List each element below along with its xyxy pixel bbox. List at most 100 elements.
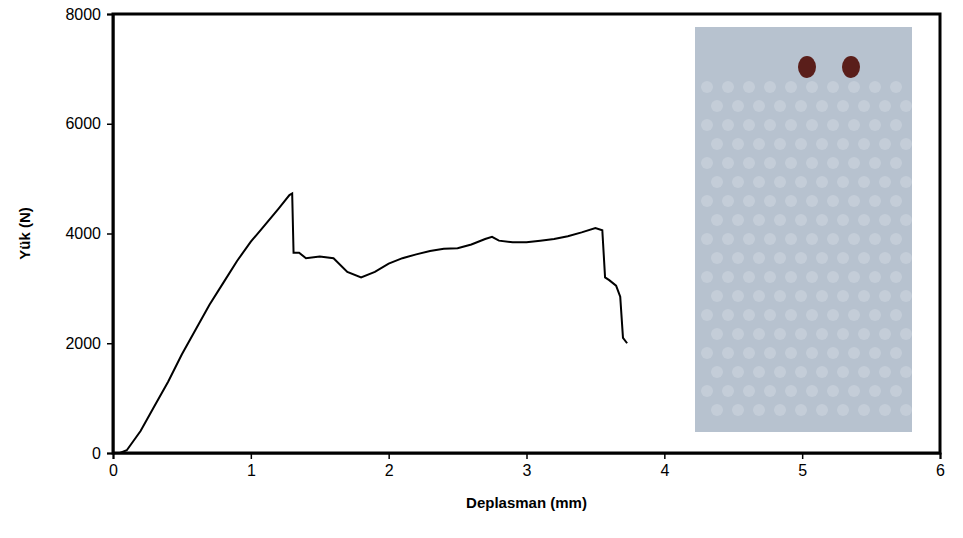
- photo-texture: [795, 290, 807, 302]
- x-tick: 1: [247, 453, 256, 479]
- photo-texture: [785, 119, 797, 131]
- photo-texture: [890, 385, 902, 397]
- x-tick: 4: [660, 453, 669, 479]
- photo-texture: [827, 195, 839, 207]
- x-tick-label: 6: [936, 462, 945, 479]
- photo-texture: [774, 176, 786, 188]
- photo-texture: [837, 176, 849, 188]
- photo-texture: [701, 309, 713, 321]
- photo-texture: [869, 271, 881, 283]
- x-axis-title: Deplasman (mm): [466, 494, 587, 511]
- photo-texture: [869, 233, 881, 245]
- photo-texture: [701, 233, 713, 245]
- photo-texture: [848, 195, 860, 207]
- photo-texture: [879, 290, 891, 302]
- photo-texture: [785, 233, 797, 245]
- y-tick: 6000: [65, 115, 113, 132]
- photo-texture: [743, 347, 755, 359]
- series-group: [113, 193, 627, 453]
- photo-texture: [890, 157, 902, 169]
- photo-texture: [806, 385, 818, 397]
- photo-texture: [879, 138, 891, 150]
- y-tick-label: 0: [92, 445, 101, 462]
- photo-texture: [764, 271, 776, 283]
- y-tick: 2000: [65, 335, 113, 352]
- photo-texture: [827, 271, 839, 283]
- photo-texture: [900, 290, 912, 302]
- photo-hole: [842, 56, 860, 78]
- x-tick-label: 3: [523, 462, 532, 479]
- photo-texture: [900, 100, 912, 112]
- photo-texture: [774, 328, 786, 340]
- photo-texture: [869, 385, 881, 397]
- photo-texture: [743, 271, 755, 283]
- photo-texture: [722, 157, 734, 169]
- photo-texture: [722, 119, 734, 131]
- photo-texture: [869, 81, 881, 93]
- load-line: [113, 193, 627, 453]
- photo-texture: [774, 100, 786, 112]
- photo-texture: [785, 195, 797, 207]
- photo-texture: [701, 81, 713, 93]
- photo-texture: [732, 404, 744, 416]
- photo-texture: [774, 290, 786, 302]
- photo-texture: [711, 214, 723, 226]
- photo-texture: [837, 100, 849, 112]
- photo-texture: [879, 100, 891, 112]
- photo-texture: [900, 176, 912, 188]
- photo-texture: [827, 81, 839, 93]
- photo-texture: [795, 214, 807, 226]
- x-tick-label: 4: [660, 462, 669, 479]
- photo-texture: [900, 252, 912, 264]
- photo-texture: [753, 366, 765, 378]
- photo-texture: [858, 176, 870, 188]
- photo-texture: [837, 252, 849, 264]
- photo-texture: [816, 138, 828, 150]
- photo-texture: [785, 157, 797, 169]
- photo-texture: [806, 271, 818, 283]
- photo-texture: [837, 138, 849, 150]
- photo-texture: [837, 328, 849, 340]
- photo-texture: [753, 100, 765, 112]
- photo-texture: [732, 252, 744, 264]
- photo-texture: [701, 271, 713, 283]
- photo-texture: [795, 328, 807, 340]
- photo-texture: [890, 81, 902, 93]
- photo-texture: [869, 119, 881, 131]
- photo-texture: [711, 138, 723, 150]
- photo-texture: [890, 119, 902, 131]
- photo-background: [695, 27, 912, 432]
- photo-texture: [816, 328, 828, 340]
- photo-texture: [806, 195, 818, 207]
- photo-texture: [711, 366, 723, 378]
- photo-texture: [743, 233, 755, 245]
- photo-texture: [879, 366, 891, 378]
- photo-texture: [711, 252, 723, 264]
- photo-texture: [774, 404, 786, 416]
- photo-texture: [848, 233, 860, 245]
- photo-texture: [732, 176, 744, 188]
- photo-texture: [795, 100, 807, 112]
- photo-texture: [900, 366, 912, 378]
- photo-texture: [900, 404, 912, 416]
- photo-texture: [753, 404, 765, 416]
- photo-texture: [743, 195, 755, 207]
- photo-texture: [858, 252, 870, 264]
- photo-texture: [732, 328, 744, 340]
- photo-texture: [764, 81, 776, 93]
- photo-texture: [848, 157, 860, 169]
- photo-texture: [785, 385, 797, 397]
- y-tick-label: 2000: [65, 335, 101, 352]
- photo-texture: [858, 290, 870, 302]
- photo-texture: [701, 385, 713, 397]
- photo-texture: [879, 252, 891, 264]
- photo-texture: [879, 176, 891, 188]
- photo-texture: [743, 119, 755, 131]
- photo-texture: [711, 328, 723, 340]
- photo-texture: [858, 404, 870, 416]
- photo-texture: [701, 157, 713, 169]
- photo-texture: [848, 309, 860, 321]
- photo-texture: [806, 309, 818, 321]
- photo-texture: [753, 214, 765, 226]
- photo-texture: [890, 347, 902, 359]
